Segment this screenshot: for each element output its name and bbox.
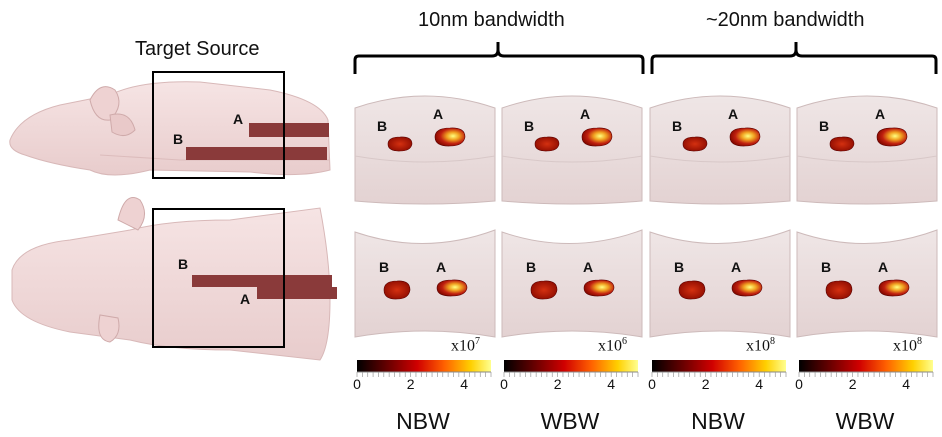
mouse-models	[9, 71, 337, 361]
bracket-20nm	[650, 42, 938, 74]
hotspot-b-side-4	[829, 136, 855, 152]
colorbar-multiplier-4: x108	[893, 336, 922, 355]
marker-b-side-panel-1: B	[377, 118, 388, 134]
hotspot-a-top-4	[878, 279, 910, 297]
marker-b-side-panel-2: B	[524, 118, 535, 134]
bandwidth-20nm-label: ~20nm bandwidth	[706, 9, 865, 31]
column-label-4: WBW	[835, 408, 895, 434]
colorbar-tick-1-3: 4	[460, 376, 469, 392]
hotspot-b-side-3	[682, 136, 708, 152]
colorbar-tick-4-2: 2	[848, 376, 857, 392]
colorbar-tick-2-2: 2	[553, 376, 562, 392]
hotspot-b-top-3	[678, 280, 706, 300]
marker-a-top-panel-3: A	[731, 259, 742, 275]
hotspot-a-top-3	[731, 279, 763, 297]
colorbar-1	[356, 360, 492, 377]
marker-a-side-panel-4: A	[875, 106, 886, 122]
mouse-top-view	[11, 197, 331, 361]
colorbar-3	[651, 360, 787, 377]
source-b-side	[186, 147, 327, 160]
colorbar-tick-3-1: 0	[648, 376, 656, 392]
colorbar-tick-1-1: 0	[353, 376, 361, 392]
colorbar-2	[503, 360, 639, 377]
marker-b-top-panel-4: B	[821, 259, 832, 275]
colorbar-multiplier-3: x108	[746, 336, 775, 355]
marker-a-top-panel-4: A	[878, 259, 889, 275]
hotspot-b-top-2	[530, 280, 558, 300]
source-b-top	[192, 275, 332, 287]
marker-a-side: A	[233, 111, 244, 127]
source-a-top	[257, 287, 337, 299]
marker-b-side-panel-3: B	[672, 118, 683, 134]
colorbar-tick-3-2: 2	[701, 376, 710, 392]
colorbar-tick-4-1: 0	[795, 376, 803, 392]
target-source-label: Target Source	[135, 38, 260, 60]
column-label-2: WBW	[540, 408, 600, 434]
panel-side-4	[796, 95, 938, 205]
hotspot-b-top-4	[825, 280, 853, 300]
marker-a-top: A	[240, 291, 251, 307]
hotspot-a-side-2	[581, 127, 613, 147]
colorbar-tick-2-1: 0	[500, 376, 508, 392]
hotspot-b-side-1	[387, 136, 413, 152]
marker-b-top-panel-1: B	[379, 259, 390, 275]
column-label-3: NBW	[691, 408, 745, 434]
colorbar-multiplier-1: x107	[451, 336, 480, 355]
bracket-10nm	[353, 42, 645, 74]
marker-a-side-panel-2: A	[580, 106, 591, 122]
colorbar-tick-3-3: 4	[755, 376, 764, 392]
colorbar-multiplier-2: x106	[598, 336, 627, 355]
panel-top-4	[796, 229, 938, 338]
marker-b-side-panel-4: B	[819, 118, 830, 134]
colorbar-tick-1-2: 2	[406, 376, 415, 392]
panel-side-3	[649, 95, 791, 205]
panel-top-1	[354, 229, 496, 338]
target-box-side	[152, 71, 285, 179]
target-box-top	[152, 208, 285, 348]
hotspot-a-top-1	[436, 279, 468, 297]
bandwidth-10nm-label: 10nm bandwidth	[418, 9, 565, 31]
marker-a-top-panel-2: A	[583, 259, 594, 275]
hotspot-b-top-1	[383, 280, 411, 300]
colorbar-tick-2-3: 4	[607, 376, 616, 392]
source-a-side	[249, 123, 329, 137]
marker-a-side-panel-1: A	[433, 106, 444, 122]
hotspot-a-side-3	[729, 127, 761, 147]
marker-a-side-panel-3: A	[728, 106, 739, 122]
hotspot-a-side-4	[876, 127, 908, 147]
panel-top-3	[649, 229, 791, 338]
panel-top-2	[501, 229, 643, 338]
column-label-1: NBW	[396, 408, 450, 434]
marker-b-top-panel-3: B	[674, 259, 685, 275]
colorbar-4	[798, 360, 934, 377]
hotspot-b-side-2	[534, 136, 560, 152]
panel-side-1	[354, 95, 496, 205]
panel-side-2	[501, 95, 643, 205]
marker-a-top-panel-1: A	[436, 259, 447, 275]
marker-b-top-panel-2: B	[526, 259, 537, 275]
hotspot-a-side-1	[434, 127, 466, 147]
marker-b-top: B	[178, 256, 189, 272]
colorbar-tick-4-3: 4	[902, 376, 911, 392]
marker-b-side: B	[173, 131, 184, 147]
hotspot-a-top-2	[583, 279, 615, 297]
